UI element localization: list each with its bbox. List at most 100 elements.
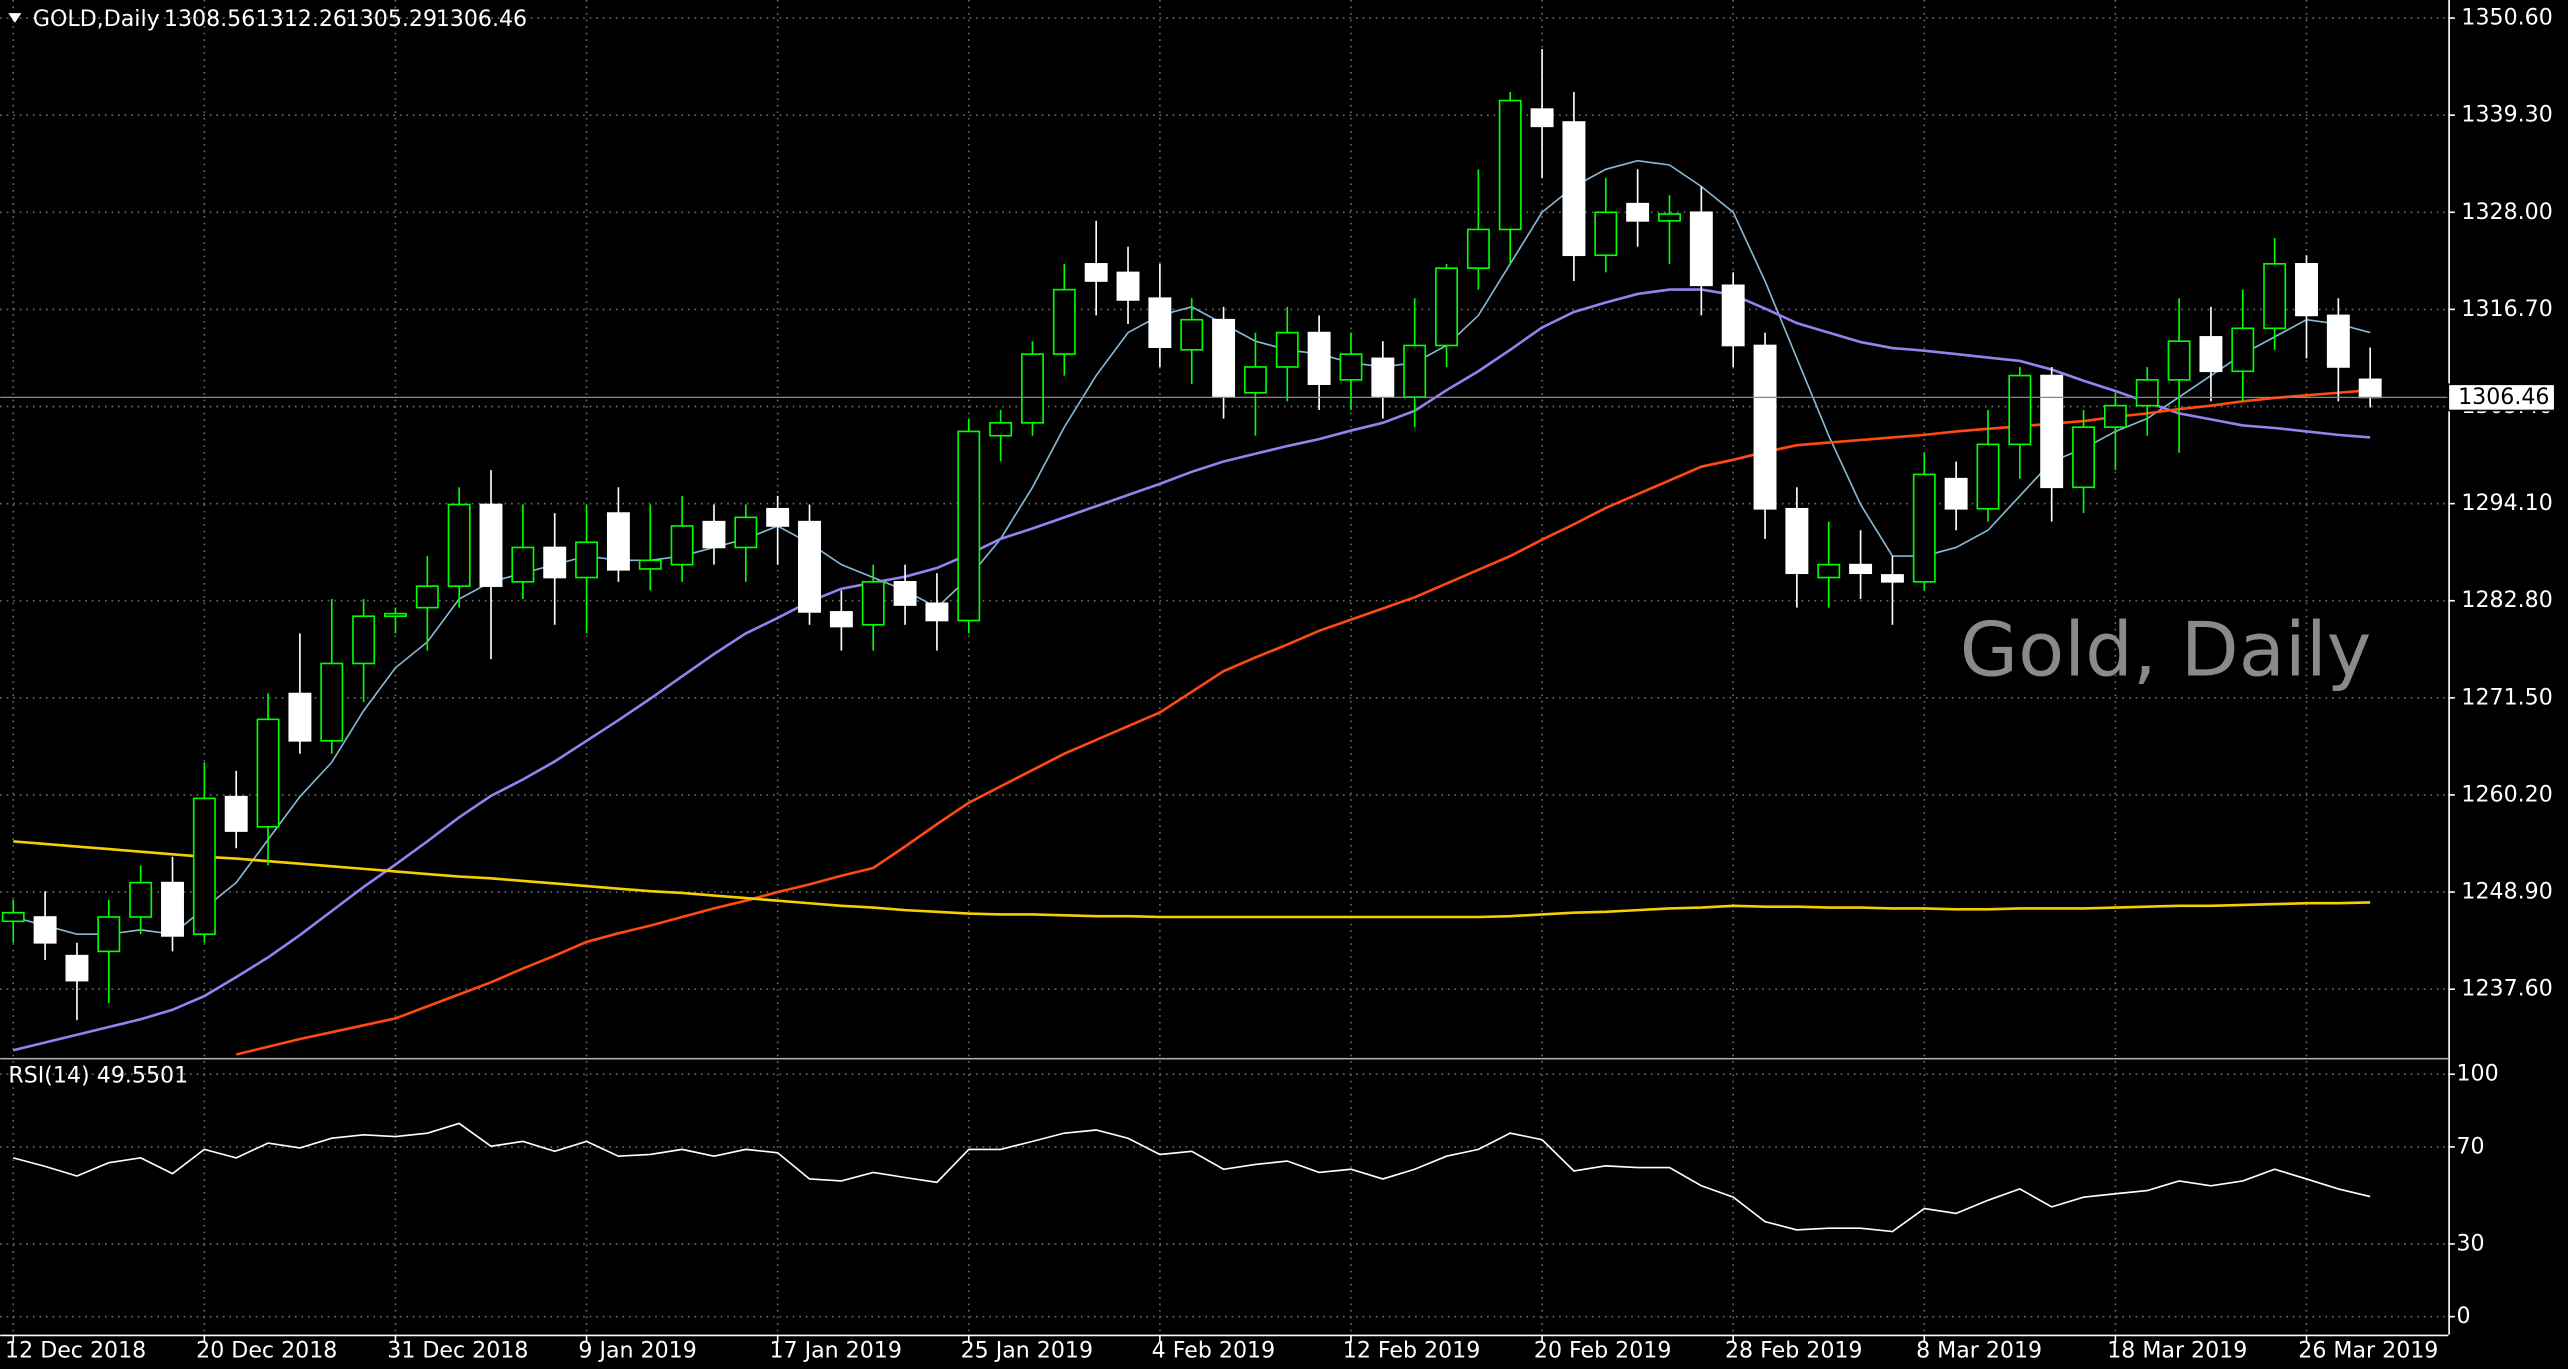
candle-body xyxy=(2199,336,2223,373)
x-tick-label: 20 Feb 2019 xyxy=(1534,1337,1672,1363)
candle-body xyxy=(320,662,344,742)
candle-body xyxy=(447,503,471,587)
candle-body xyxy=(861,581,885,626)
candle-body xyxy=(1753,344,1777,510)
candle-body xyxy=(1339,353,1363,381)
candle-body xyxy=(957,430,981,622)
x-tick-label: 9 Jan 2019 xyxy=(578,1337,696,1363)
candle-body xyxy=(1466,228,1490,269)
candle-body xyxy=(575,541,599,579)
candle-body xyxy=(1817,563,1841,579)
candle-body xyxy=(1912,473,1936,583)
x-tick-label: 8 Mar 2019 xyxy=(1916,1337,2042,1363)
candle-body xyxy=(702,520,726,549)
candle-body xyxy=(1371,357,1395,398)
candle-body xyxy=(1403,344,1427,398)
candle-body xyxy=(2358,378,2382,399)
y-tick-label: 1350.60 xyxy=(2461,5,2552,31)
candle-body xyxy=(1721,284,1745,347)
candle-body xyxy=(129,881,153,918)
close-value: 1306.46 xyxy=(436,6,527,32)
candle-body xyxy=(1626,202,1650,222)
candle-body xyxy=(1880,574,1904,583)
candle-body xyxy=(1594,211,1618,257)
rsi-line xyxy=(13,1122,2371,1233)
candle-body xyxy=(2008,374,2032,446)
candle-body xyxy=(2167,340,2191,381)
candle-body xyxy=(1307,331,1331,385)
x-tick-label: 4 Feb 2019 xyxy=(1152,1337,1275,1363)
x-tick-label: 26 Mar 2019 xyxy=(2298,1337,2438,1363)
rsi-title: RSI(14) xyxy=(8,1062,89,1088)
candle-body xyxy=(1849,563,1873,575)
candle-body xyxy=(1944,477,1968,510)
candle-body xyxy=(1689,211,1713,287)
y-tick-label: 1339.30 xyxy=(2461,102,2552,128)
candle-body xyxy=(415,585,439,609)
candle-body xyxy=(766,507,790,527)
candle-body xyxy=(65,954,89,982)
rsi-value: 49.5501 xyxy=(97,1062,188,1088)
candle-body xyxy=(2326,314,2350,368)
y-tick-label: 30 xyxy=(2456,1230,2484,1256)
candle-body xyxy=(288,692,312,742)
candle-body xyxy=(1275,331,1299,368)
candle-body xyxy=(893,581,917,606)
y-tick-label: 70 xyxy=(2456,1133,2484,1159)
y-tick-label: 1237.60 xyxy=(2461,976,2552,1002)
price-label-box xyxy=(2447,383,2556,412)
candle-body xyxy=(2295,263,2318,317)
candle-body xyxy=(2231,327,2255,373)
candle-body xyxy=(1785,507,1809,575)
y-tick-label: 1328.00 xyxy=(2461,199,2552,225)
candle-body xyxy=(543,546,567,579)
candle-body xyxy=(1976,443,2000,510)
candle-body xyxy=(638,559,662,570)
candle-body xyxy=(2072,426,2096,489)
x-tick-label: 31 Dec 2018 xyxy=(387,1337,528,1363)
candle-body xyxy=(1212,318,1236,398)
candle-body xyxy=(2135,379,2159,407)
x-tick-label: 12 Dec 2018 xyxy=(5,1337,146,1363)
current-price-label: 1306.46 xyxy=(2458,384,2549,410)
candle-body xyxy=(2263,263,2287,330)
watermark: Gold, Daily xyxy=(1960,606,2372,694)
candle-body xyxy=(224,795,248,832)
candle-body xyxy=(1052,288,1076,355)
candle-body xyxy=(256,718,280,828)
candle-body xyxy=(33,916,57,944)
y-tick-label: 1271.50 xyxy=(2461,684,2552,710)
candle-body xyxy=(161,881,184,937)
candle-body xyxy=(511,546,535,583)
x-tick-label: 28 Feb 2019 xyxy=(1725,1337,1863,1363)
candle-body xyxy=(670,525,694,566)
candle-body xyxy=(1084,263,1108,282)
y-tick-label: 1294.10 xyxy=(2461,490,2552,516)
candle-body xyxy=(1243,366,1267,394)
y-tick-label: 1260.20 xyxy=(2461,781,2552,807)
y-tick-label: 0 xyxy=(2456,1303,2470,1329)
candle-body xyxy=(1116,271,1140,301)
candle-body xyxy=(1148,297,1172,349)
candle-body xyxy=(97,916,121,953)
candle-body xyxy=(989,422,1013,437)
x-tick-label: 18 Mar 2019 xyxy=(2107,1337,2247,1363)
x-tick-label: 12 Feb 2019 xyxy=(1343,1337,1481,1363)
x-tick-label: 17 Jan 2019 xyxy=(769,1337,901,1363)
candle-body xyxy=(1562,121,1586,257)
candle-body xyxy=(2040,374,2064,489)
candle-body xyxy=(1180,318,1204,351)
candle-body xyxy=(479,503,503,587)
low-value: 1305.29 xyxy=(346,6,437,32)
symbol-title: GOLD,Daily xyxy=(33,6,160,32)
y-tick-label: 100 xyxy=(2456,1061,2498,1087)
x-tick-label: 25 Jan 2019 xyxy=(961,1337,1093,1363)
y-tick-label: 1316.70 xyxy=(2461,296,2552,322)
candle-body xyxy=(734,516,758,549)
open-value: 1308.56 xyxy=(164,6,255,32)
x-tick-label: 20 Dec 2018 xyxy=(196,1337,337,1363)
candle-body xyxy=(606,512,630,571)
menu-arrow[interactable] xyxy=(8,13,22,23)
